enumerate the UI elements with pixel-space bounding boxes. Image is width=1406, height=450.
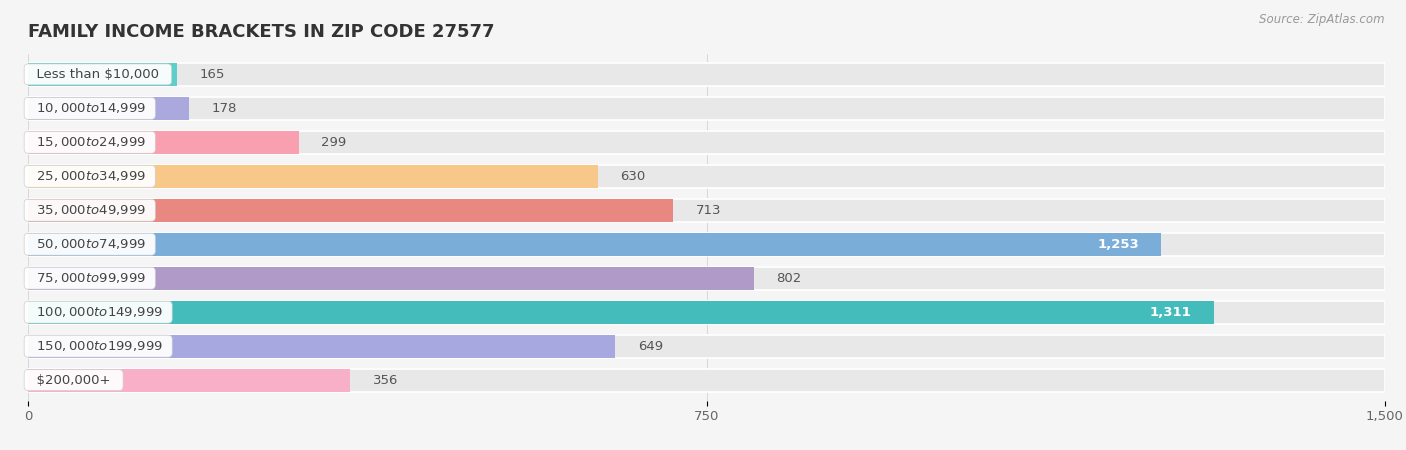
- Text: $100,000 to $149,999: $100,000 to $149,999: [28, 305, 169, 319]
- Text: 649: 649: [638, 340, 662, 353]
- Bar: [28, 369, 350, 392]
- Text: Source: ZipAtlas.com: Source: ZipAtlas.com: [1260, 14, 1385, 27]
- Text: $15,000 to $24,999: $15,000 to $24,999: [28, 135, 152, 149]
- Text: 802: 802: [776, 272, 801, 285]
- Bar: [28, 97, 1385, 120]
- Text: $50,000 to $74,999: $50,000 to $74,999: [28, 237, 152, 251]
- Bar: [28, 335, 616, 358]
- Text: $150,000 to $199,999: $150,000 to $199,999: [28, 339, 169, 353]
- Text: 1,253: 1,253: [1097, 238, 1139, 251]
- Bar: [28, 63, 177, 86]
- Text: $10,000 to $14,999: $10,000 to $14,999: [28, 101, 152, 115]
- Text: 356: 356: [373, 374, 398, 387]
- Text: 178: 178: [212, 102, 238, 115]
- Text: $75,000 to $99,999: $75,000 to $99,999: [28, 271, 152, 285]
- Text: $35,000 to $49,999: $35,000 to $49,999: [28, 203, 152, 217]
- Bar: [28, 97, 190, 120]
- Bar: [28, 267, 754, 290]
- Text: 299: 299: [321, 136, 346, 149]
- Bar: [28, 301, 1385, 324]
- Bar: [28, 233, 1161, 256]
- Text: Less than $10,000: Less than $10,000: [28, 68, 167, 81]
- Text: 713: 713: [696, 204, 721, 217]
- Bar: [28, 165, 1385, 188]
- Bar: [28, 131, 1385, 154]
- Text: 165: 165: [200, 68, 225, 81]
- Bar: [28, 233, 1385, 256]
- Bar: [28, 63, 1385, 86]
- Text: $200,000+: $200,000+: [28, 374, 120, 387]
- Bar: [28, 301, 1213, 324]
- Bar: [28, 131, 298, 154]
- Bar: [28, 199, 673, 222]
- Bar: [28, 335, 1385, 358]
- Bar: [28, 267, 1385, 290]
- Bar: [28, 369, 1385, 392]
- Text: 630: 630: [620, 170, 645, 183]
- Text: 1,311: 1,311: [1150, 306, 1191, 319]
- Text: $25,000 to $34,999: $25,000 to $34,999: [28, 169, 152, 183]
- Text: FAMILY INCOME BRACKETS IN ZIP CODE 27577: FAMILY INCOME BRACKETS IN ZIP CODE 27577: [28, 23, 495, 41]
- Bar: [28, 165, 598, 188]
- Bar: [28, 199, 1385, 222]
